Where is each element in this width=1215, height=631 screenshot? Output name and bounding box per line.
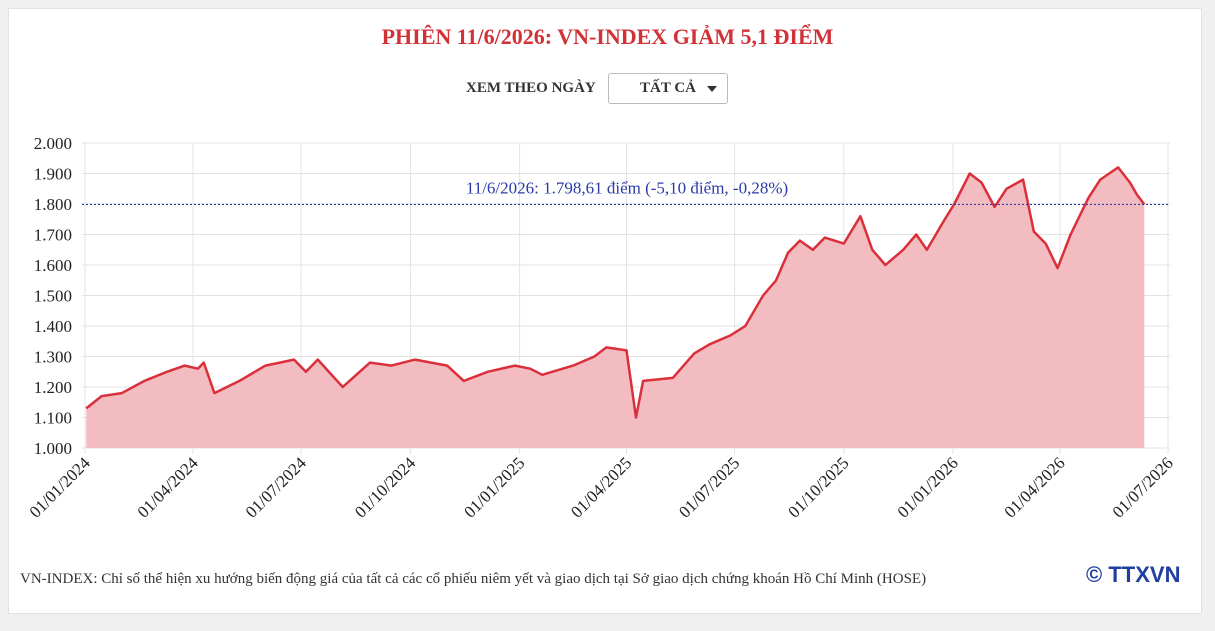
x-tick-label: 01/10/2024 — [351, 453, 420, 522]
y-tick-label: 1.400 — [34, 317, 72, 336]
chart-title: PHIÊN 11/6/2026: VN-INDEX GIẢM 5,1 ĐIỂM — [381, 24, 834, 49]
line — [85, 166, 1146, 419]
x-tick-label: 01/10/2025 — [784, 453, 852, 521]
dropdown-value[interactable]: TẤT CẢ — [640, 80, 696, 96]
logo-text: TTXVN — [1108, 562, 1181, 587]
logo: © TTXVN — [1086, 562, 1180, 588]
footnote: VN-INDEX: Chỉ số thể hiện xu hướng biến … — [20, 571, 927, 587]
x-tick-label: 01/04/2026 — [1001, 453, 1069, 521]
x-tick-label: 01/07/2024 — [242, 453, 311, 522]
y-tick-label: 1.200 — [34, 378, 72, 397]
y-tick-label: 2.000 — [34, 134, 72, 153]
y-tick-label: 1.100 — [34, 409, 72, 428]
dropdown-arrow[interactable] — [707, 86, 717, 92]
y-tick-label: 1.800 — [34, 195, 72, 214]
x-tick-label: 01/01/2024 — [26, 453, 95, 522]
logo-symbol: © — [1086, 562, 1103, 587]
y-tick-label: 1.000 — [34, 439, 72, 458]
y-tick-label: 1.700 — [34, 226, 72, 245]
y-tick-label: 1.900 — [34, 165, 72, 184]
x-tick-label: 01/04/2025 — [567, 453, 635, 521]
x-tick-label: 01/07/2025 — [675, 453, 743, 521]
reference-label: 11/6/2026: 1.798,61 điểm (-5,10 điểm, -0… — [466, 178, 788, 197]
control-label: XEM THEO NGÀY — [466, 80, 596, 96]
x-tick-label: 01/01/2025 — [460, 453, 528, 521]
x-tick-label: 01/07/2026 — [1109, 453, 1177, 521]
area — [86, 167, 1145, 448]
y-tick-label: 1.300 — [34, 348, 72, 367]
x-tick-label: 01/01/2026 — [894, 453, 962, 521]
y-tick-label: 1.500 — [34, 287, 72, 306]
x-tick-label: 01/04/2024 — [134, 453, 203, 522]
dropdown[interactable]: TẤT CẢ — [608, 73, 728, 104]
y-tick-label: 1.600 — [34, 256, 72, 275]
